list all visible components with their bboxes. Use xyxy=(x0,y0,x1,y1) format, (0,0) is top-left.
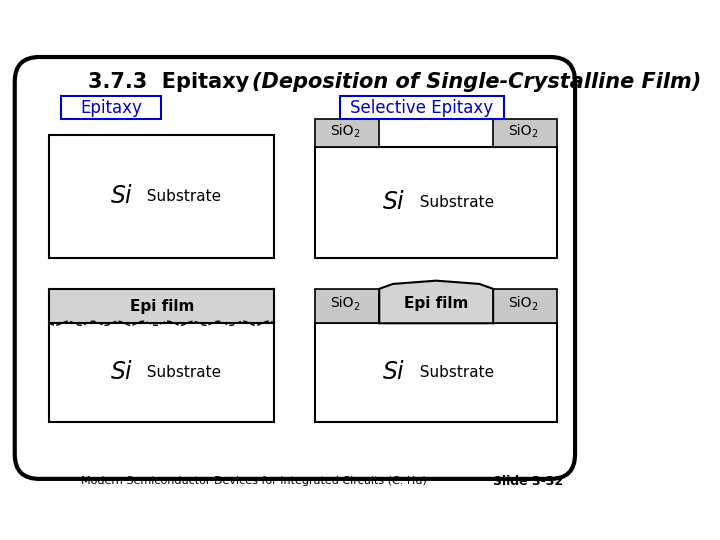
Bar xyxy=(49,135,274,258)
Text: (Deposition of Single-Crystalline Film): (Deposition of Single-Crystalline Film) xyxy=(252,72,701,92)
Bar xyxy=(315,289,379,323)
FancyBboxPatch shape xyxy=(14,57,575,479)
FancyBboxPatch shape xyxy=(340,96,504,119)
Polygon shape xyxy=(379,281,493,323)
Text: Substrate: Substrate xyxy=(137,189,221,204)
Bar xyxy=(315,147,557,258)
Text: SiO: SiO xyxy=(508,124,531,138)
FancyBboxPatch shape xyxy=(61,96,161,119)
Bar xyxy=(315,323,557,422)
Text: SiO: SiO xyxy=(508,296,531,310)
Text: Si: Si xyxy=(383,360,405,384)
Text: 3.7.3  Epitaxy: 3.7.3 Epitaxy xyxy=(89,72,250,92)
Bar xyxy=(315,119,379,147)
Text: Selective Epitaxy: Selective Epitaxy xyxy=(351,99,493,117)
Text: Si: Si xyxy=(111,360,132,384)
Bar xyxy=(493,119,557,147)
Text: Substrate: Substrate xyxy=(137,365,221,380)
Text: Epitaxy: Epitaxy xyxy=(81,99,143,117)
Bar xyxy=(49,323,274,422)
Text: 2: 2 xyxy=(531,129,538,139)
Text: 2: 2 xyxy=(354,129,360,139)
Text: 2: 2 xyxy=(354,302,360,312)
Text: 2: 2 xyxy=(531,302,538,312)
Text: Si: Si xyxy=(111,184,132,208)
Text: Epi film: Epi film xyxy=(130,299,194,314)
Text: Modern Semiconductor Devices for Integrated Circuits (C. Hu): Modern Semiconductor Devices for Integra… xyxy=(81,476,427,487)
Text: Substrate: Substrate xyxy=(410,365,494,380)
Text: Slide 3-32: Slide 3-32 xyxy=(493,475,564,488)
Text: SiO: SiO xyxy=(330,124,354,138)
Text: Epi film: Epi film xyxy=(404,296,469,311)
Bar xyxy=(49,289,274,323)
Text: Substrate: Substrate xyxy=(410,195,494,210)
Bar xyxy=(493,289,557,323)
Text: Si: Si xyxy=(383,191,405,214)
Text: SiO: SiO xyxy=(330,296,354,310)
